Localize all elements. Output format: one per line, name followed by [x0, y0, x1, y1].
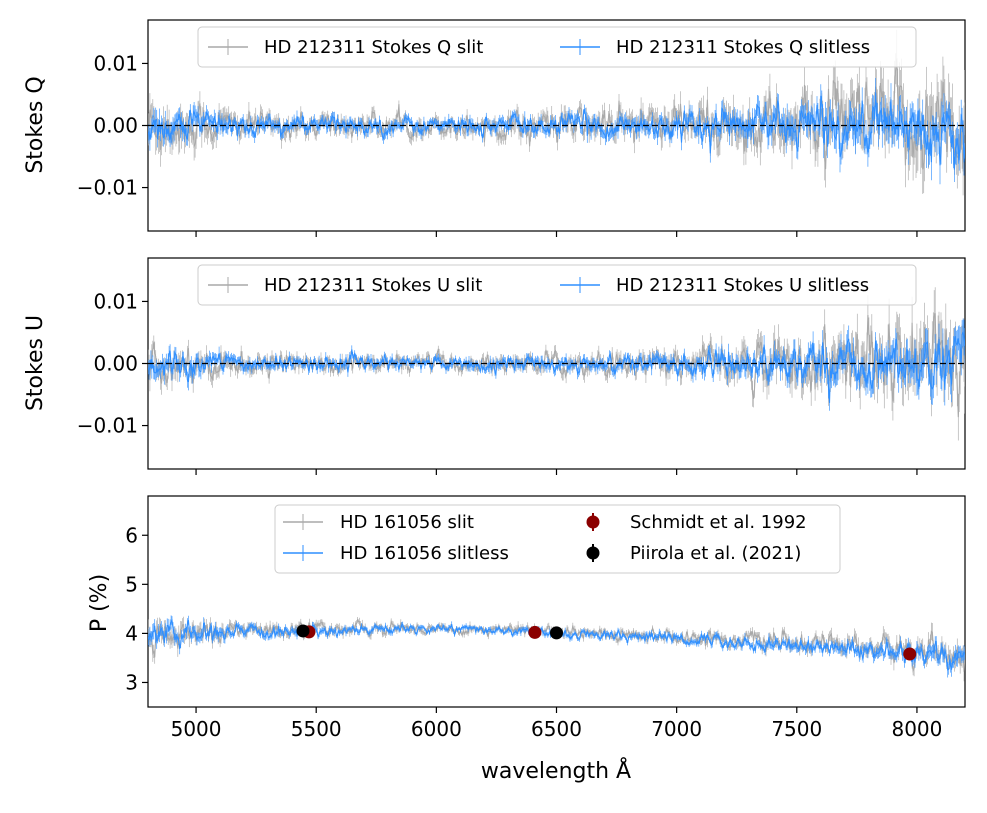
legend: HD 161056 slit HD 161056 slitless Schmid…: [274, 504, 841, 574]
clipped-marks: [148, 615, 965, 682]
y-axis-label: Stokes Q: [23, 76, 48, 173]
x-tick-label: 5500: [291, 717, 342, 741]
y-tick-label: 3: [125, 670, 138, 694]
plot-area: [148, 615, 965, 682]
y-tick-label: 0.00: [93, 352, 138, 376]
legend-label-slit: HD 212311 Stokes Q slit: [264, 37, 483, 58]
legend-marker-schmidt: [586, 515, 600, 529]
panel-stokes-u: −0.01 0.00 0.01 Stokes U HD 212311 Stokes …: [23, 257, 966, 475]
axis-ticks: 3 4 5 6 5000 5500 6000 6500 7000 7500 8000: [125, 523, 942, 741]
y-axis-label: P (%): [87, 574, 112, 632]
y-tick-label: 0.00: [93, 114, 138, 138]
legend-label-slit: HD 212311 Stokes U slit: [264, 275, 482, 296]
x-tick-label: 6500: [531, 717, 582, 741]
y-tick-label: 4: [125, 621, 138, 645]
legend-label-slitless: HD 212311 Stokes Q slitless: [616, 37, 870, 58]
x-axis-label: wavelength Å: [481, 757, 631, 784]
y-axis-label: Stokes U: [23, 315, 48, 411]
legend-label-schmidt: Schmidt et al. 1992: [630, 512, 807, 533]
legend-label-slitless: HD 161056 slitless: [340, 543, 509, 564]
y-tick-label: 5: [125, 572, 138, 596]
plot-area: [148, 29, 965, 196]
panel-polarization: 3 4 5 6 5000 5500 6000 6500 7000 7500 8000 P (%) w…: [87, 495, 966, 784]
legend-label-piirola: Piirola et al. (2021): [630, 543, 801, 564]
clipped-marks: [148, 287, 965, 441]
data-point-piirola: [296, 624, 310, 638]
spectrum-line: [148, 58, 965, 172]
legend-box: [197, 26, 917, 68]
legend-box: [274, 504, 841, 574]
panel-stokes-q: −0.01 0.00 0.01 Stokes Q HD 212311 Stokes …: [23, 19, 966, 237]
legend-label-slit: HD 161056 slit: [340, 512, 474, 533]
spectrum-line: [148, 92, 965, 170]
x-tick-label: 5000: [171, 717, 222, 741]
y-tick-label: 6: [125, 523, 138, 547]
legend: HD 212311 Stokes Q slit HD 212311 Stokes…: [197, 26, 917, 68]
x-tick-label: 8000: [891, 717, 942, 741]
y-tick-label: −0.01: [77, 414, 138, 438]
data-point-schmidt: [528, 625, 542, 639]
legend: HD 212311 Stokes U slit HD 212311 Stokes…: [197, 264, 917, 306]
plot-area: [148, 287, 965, 441]
series-slitless: [148, 318, 965, 411]
y-tick-label: −0.01: [77, 176, 138, 200]
clipped-marks: [148, 29, 965, 196]
legend-box: [197, 264, 917, 306]
x-tick-label: 7000: [651, 717, 702, 741]
x-tick-label: 7500: [771, 717, 822, 741]
y-tick-label: 0.01: [93, 289, 138, 313]
axis-ticks: −0.01 0.00 0.01: [77, 289, 918, 475]
y-tick-label: 0.01: [93, 51, 138, 75]
legend-label-slitless: HD 212311 Stokes U slitless: [616, 275, 869, 296]
data-point-piirola: [550, 626, 563, 640]
legend-marker-piirola: [586, 546, 600, 560]
x-tick-label: 6000: [411, 717, 462, 741]
axis-ticks: −0.01 0.00 0.01: [77, 51, 918, 237]
data-point-schmidt: [903, 647, 917, 661]
